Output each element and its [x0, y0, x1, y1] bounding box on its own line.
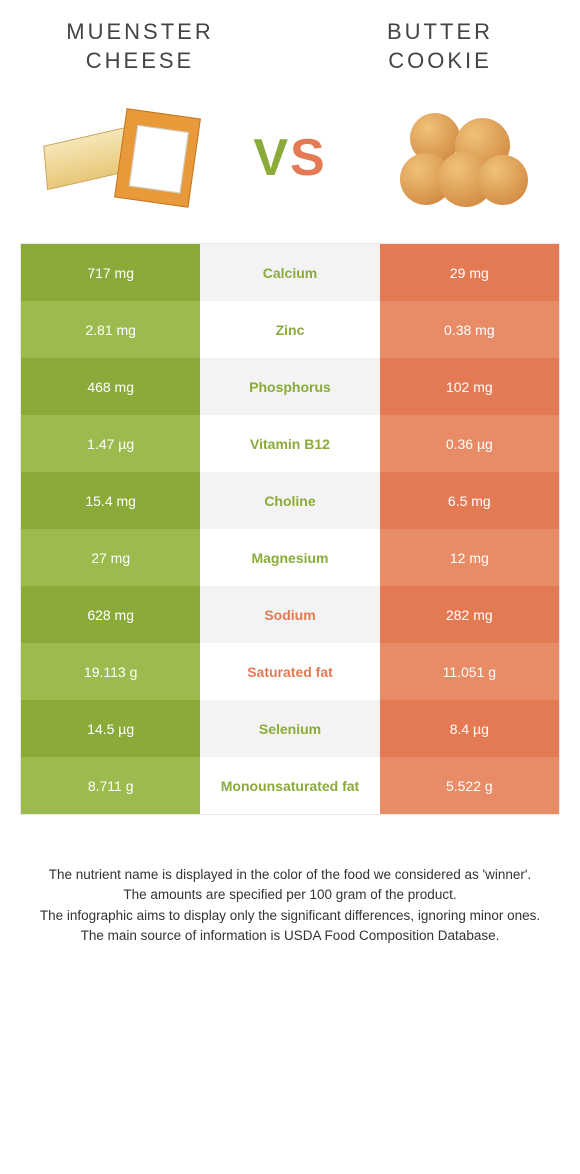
- vs-label: VS: [253, 128, 326, 188]
- left-value: 2.81 mg: [21, 301, 200, 358]
- table-row: 1.47 µgVitamin B120.36 µg: [21, 415, 559, 472]
- cookie-icon: [478, 155, 528, 205]
- nutrient-name: Selenium: [200, 700, 379, 757]
- table-row: 27 mgMagnesium12 mg: [21, 529, 559, 586]
- footnotes: The nutrient name is displayed in the co…: [30, 865, 550, 946]
- images-row: VS: [0, 85, 580, 243]
- right-food-title: BUTTER COOKIE: [340, 18, 540, 75]
- footnote-line: The nutrient name is displayed in the co…: [30, 865, 550, 885]
- table-row: 628 mgSodium282 mg: [21, 586, 559, 643]
- nutrient-name: Magnesium: [200, 529, 379, 586]
- footnote-line: The amounts are specified per 100 gram o…: [30, 885, 550, 905]
- left-value: 717 mg: [21, 244, 200, 301]
- nutrient-name: Sodium: [200, 586, 379, 643]
- footnote-line: The infographic aims to display only the…: [30, 906, 550, 926]
- right-value: 29 mg: [380, 244, 559, 301]
- table-row: 717 mgCalcium29 mg: [21, 244, 559, 301]
- footnote-line: The main source of information is USDA F…: [30, 926, 550, 946]
- left-value: 468 mg: [21, 358, 200, 415]
- right-value: 5.522 g: [380, 757, 559, 814]
- table-row: 14.5 µgSelenium8.4 µg: [21, 700, 559, 757]
- header-row: MUENSTER CHEESE BUTTER COOKIE: [0, 0, 580, 85]
- left-value: 8.711 g: [21, 757, 200, 814]
- left-value: 1.47 µg: [21, 415, 200, 472]
- nutrient-name: Zinc: [200, 301, 379, 358]
- nutrient-name: Choline: [200, 472, 379, 529]
- right-value: 8.4 µg: [380, 700, 559, 757]
- nutrient-name: Calcium: [200, 244, 379, 301]
- right-value: 6.5 mg: [380, 472, 559, 529]
- left-value: 15.4 mg: [21, 472, 200, 529]
- nutrient-table: 717 mgCalcium29 mg2.81 mgZinc0.38 mg468 …: [20, 243, 560, 815]
- table-row: 2.81 mgZinc0.38 mg: [21, 301, 559, 358]
- cheese-box-icon: [114, 108, 201, 208]
- left-food-image: [30, 93, 210, 223]
- nutrient-name: Saturated fat: [200, 643, 379, 700]
- right-value: 0.38 mg: [380, 301, 559, 358]
- nutrient-name: Phosphorus: [200, 358, 379, 415]
- table-row: 15.4 mgCholine6.5 mg: [21, 472, 559, 529]
- vs-s: S: [290, 129, 327, 187]
- right-value: 11.051 g: [380, 643, 559, 700]
- table-row: 19.113 gSaturated fat11.051 g: [21, 643, 559, 700]
- nutrient-name: Monounsaturated fat: [200, 757, 379, 814]
- right-value: 102 mg: [380, 358, 559, 415]
- nutrient-name: Vitamin B12: [200, 415, 379, 472]
- right-food-image: [370, 93, 550, 223]
- left-food-title: MUENSTER CHEESE: [40, 18, 240, 75]
- table-row: 468 mgPhosphorus102 mg: [21, 358, 559, 415]
- left-value: 628 mg: [21, 586, 200, 643]
- vs-v: V: [253, 129, 290, 187]
- left-value: 19.113 g: [21, 643, 200, 700]
- right-value: 12 mg: [380, 529, 559, 586]
- table-row: 8.711 gMonounsaturated fat5.522 g: [21, 757, 559, 814]
- right-value: 0.36 µg: [380, 415, 559, 472]
- left-value: 27 mg: [21, 529, 200, 586]
- left-value: 14.5 µg: [21, 700, 200, 757]
- right-value: 282 mg: [380, 586, 559, 643]
